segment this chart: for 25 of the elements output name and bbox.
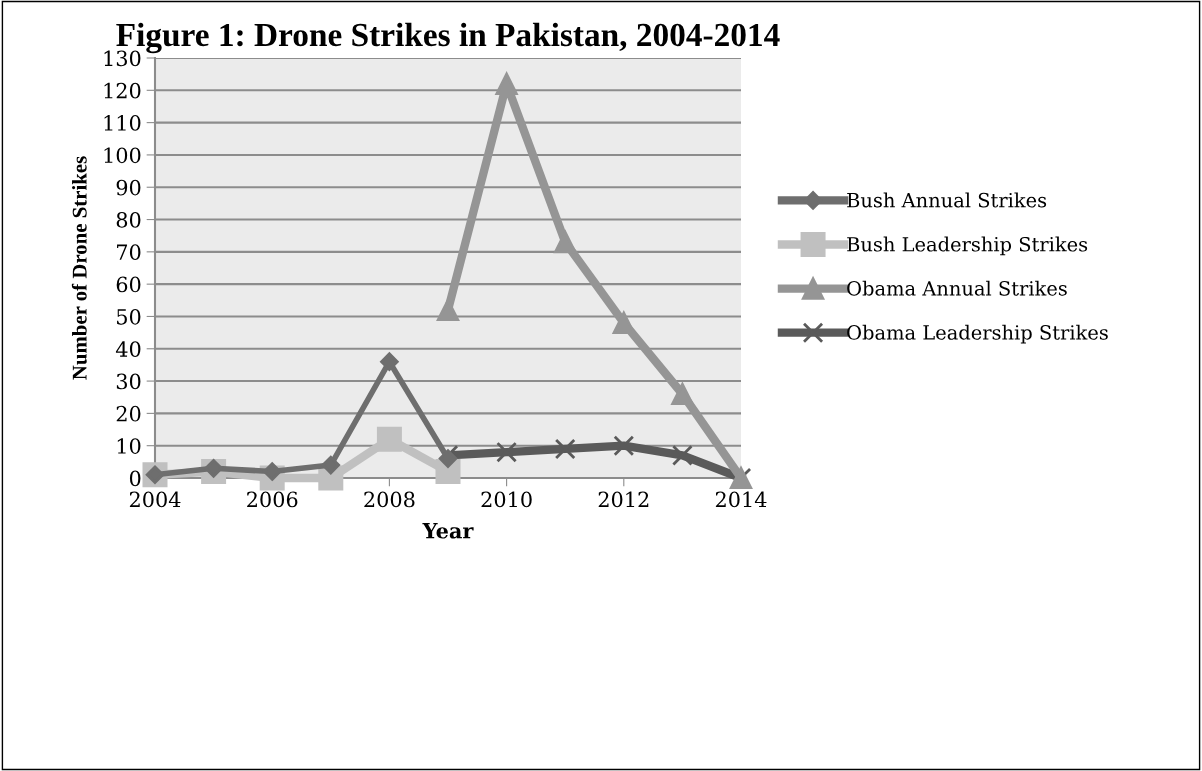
legend-label: Obama Leadership Strikes: [847, 324, 1108, 344]
y-tick-label: 30: [116, 373, 141, 390]
y-tick-label: 70: [117, 244, 141, 261]
x-axis-title: Year: [422, 523, 474, 539]
legend-label: Bush Annual Strikes: [847, 192, 1047, 208]
y-tick-label: 40: [115, 341, 141, 357]
x-tick-label: 2012: [598, 491, 649, 508]
y-tick-label: 120: [104, 82, 141, 99]
y-tick-label: 50: [117, 308, 141, 325]
x-tick-label: 2006: [247, 491, 298, 508]
y-tick-label: 10: [117, 438, 141, 454]
y-tick-label: 110: [104, 115, 141, 131]
y-tick-label: 0: [129, 470, 141, 487]
x-tick-label: 2010: [481, 491, 532, 508]
y-tick-label: 100: [104, 147, 141, 164]
y-axis-title: Number of Drone Strikes: [71, 156, 87, 380]
x-tick-label: 2014: [715, 491, 767, 508]
y-tick-label: 20: [116, 405, 141, 422]
x-tick-label: 2004: [129, 491, 181, 508]
y-tick-label: 80: [116, 211, 141, 228]
legend-label: Bush Leadership Strikes: [847, 236, 1088, 256]
y-tick-label: 90: [116, 179, 141, 196]
legend-label: Obama Annual Strikes: [847, 280, 1067, 296]
x-tick-label: 2008: [364, 491, 415, 508]
y-tick-label: 60: [116, 276, 141, 293]
